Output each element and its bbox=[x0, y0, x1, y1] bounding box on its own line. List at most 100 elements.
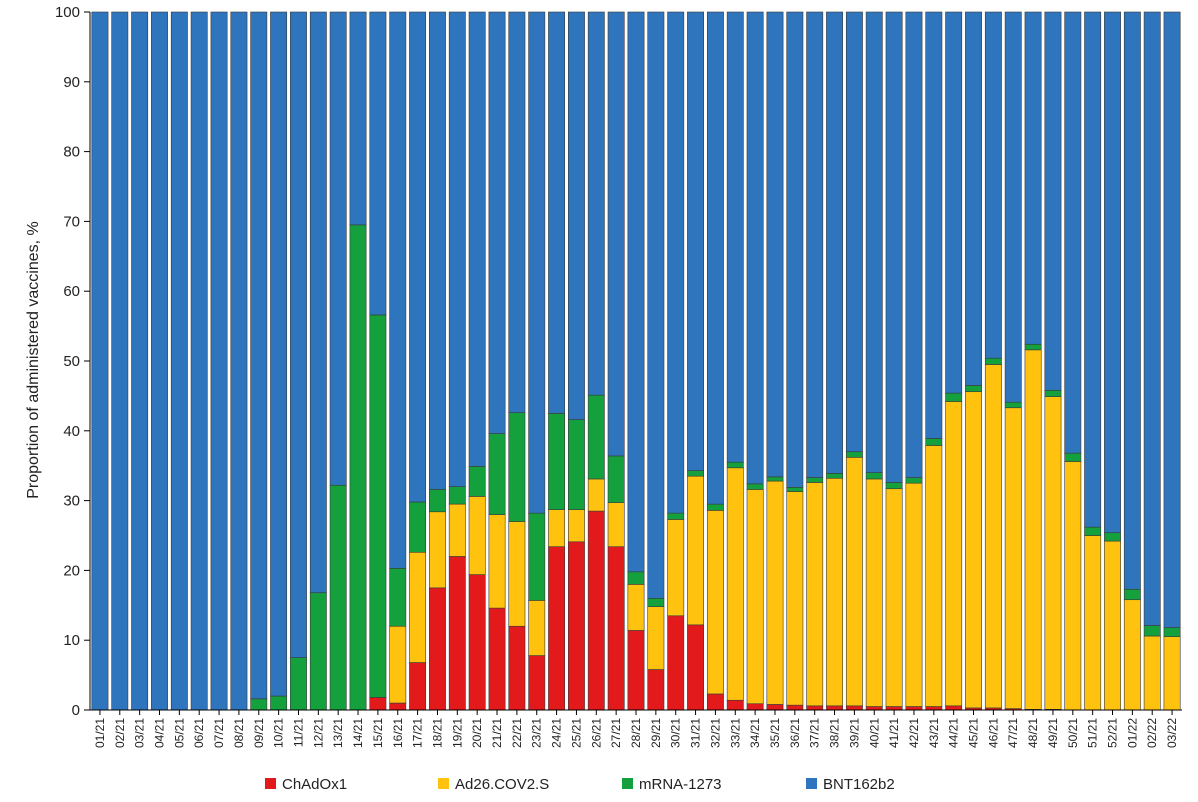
bar-segment-ad26-cov2-s bbox=[806, 482, 824, 707]
bar-segment-mrna-1273 bbox=[270, 695, 288, 711]
bar-segment-chadox1 bbox=[786, 704, 804, 711]
legend-label: Ad26.COV2.S bbox=[455, 776, 549, 793]
bar-segment-bnt162b2 bbox=[131, 11, 149, 711]
x-tick-label: 24/21 bbox=[550, 718, 564, 748]
x-tick-label: 12/21 bbox=[311, 718, 325, 748]
x-tick-label: 36/21 bbox=[788, 718, 802, 748]
bar-segment-bnt162b2 bbox=[1104, 11, 1121, 534]
x-tick-label: 41/21 bbox=[887, 718, 901, 748]
bar-segment-ad26-cov2-s bbox=[429, 511, 446, 589]
x-tick-label: 34/21 bbox=[748, 718, 762, 748]
y-tick-label: 40 bbox=[63, 423, 80, 440]
y-tick-label: 30 bbox=[63, 493, 80, 510]
bar-segment-ad26-cov2-s bbox=[567, 509, 585, 543]
bar-segment-ad26-cov2-s bbox=[627, 584, 645, 631]
bar-segment-bnt162b2 bbox=[905, 11, 923, 478]
bar-segment-mrna-1273 bbox=[468, 466, 486, 497]
x-tick-label: 01/22 bbox=[1125, 718, 1139, 748]
bar-segment-bnt162b2 bbox=[965, 11, 982, 386]
bar-segment-bnt162b2 bbox=[329, 11, 347, 486]
x-tick-label: 06/21 bbox=[192, 718, 206, 748]
x-tick-label: 49/21 bbox=[1046, 718, 1060, 748]
bar-segment-bnt162b2 bbox=[309, 11, 327, 594]
bar-segment-mrna-1273 bbox=[706, 503, 724, 511]
bar-segment-mrna-1273 bbox=[309, 592, 327, 711]
y-tick-label: 0 bbox=[72, 702, 80, 719]
bar-segment-chadox1 bbox=[429, 587, 446, 711]
bar-segment-ad26-cov2-s bbox=[984, 364, 1002, 709]
bar-segment-mrna-1273 bbox=[1024, 343, 1042, 351]
x-tick-label: 26/21 bbox=[589, 718, 603, 748]
bar-segment-ad26-cov2-s bbox=[508, 521, 526, 627]
bar-segment-bnt162b2 bbox=[1123, 11, 1141, 590]
x-tick-label: 43/21 bbox=[927, 718, 941, 748]
bar-segment-chadox1 bbox=[766, 704, 784, 711]
bar-segment-ad26-cov2-s bbox=[845, 457, 863, 707]
bar-segment-bnt162b2 bbox=[1163, 11, 1181, 628]
y-tick-label: 10 bbox=[63, 632, 80, 649]
bar-segment-bnt162b2 bbox=[587, 11, 605, 396]
bar-segment-chadox1 bbox=[647, 669, 665, 711]
x-tick-label: 28/21 bbox=[629, 718, 643, 748]
bar-segment-bnt162b2 bbox=[786, 11, 804, 488]
bar-segment-bnt162b2 bbox=[1004, 11, 1022, 403]
y-axis-title: Proportion of administered vaccines, % bbox=[25, 221, 42, 498]
x-tick-label: 14/21 bbox=[351, 718, 365, 748]
bar-segment-mrna-1273 bbox=[1123, 588, 1141, 601]
y-tick-label: 80 bbox=[63, 144, 80, 161]
bars bbox=[91, 11, 1181, 711]
bar-segment-bnt162b2 bbox=[290, 11, 307, 658]
bar-segment-ad26-cov2-s bbox=[488, 514, 506, 609]
bar-segment-bnt162b2 bbox=[429, 11, 446, 490]
bar-segment-bnt162b2 bbox=[151, 11, 168, 711]
bar-segment-chadox1 bbox=[468, 574, 486, 711]
bar-segment-bnt162b2 bbox=[627, 11, 645, 573]
bar-segment-chadox1 bbox=[746, 703, 764, 711]
x-tick-label: 44/21 bbox=[947, 718, 961, 748]
bar-segment-ad26-cov2-s bbox=[528, 600, 546, 656]
bar-segment-ad26-cov2-s bbox=[706, 510, 724, 695]
bar-segment-bnt162b2 bbox=[210, 11, 228, 711]
bar-segment-bnt162b2 bbox=[766, 11, 784, 478]
x-tick-label: 38/21 bbox=[828, 718, 842, 748]
bar-segment-mrna-1273 bbox=[250, 698, 268, 711]
legend: ChAdOx1 Ad26.COV2.S mRNA-1273 BNT162b2 bbox=[265, 776, 895, 793]
legend-item-chadox1: ChAdOx1 bbox=[265, 776, 347, 793]
bar-segment-ad26-cov2-s bbox=[925, 445, 943, 707]
bar-segment-ad26-cov2-s bbox=[1143, 635, 1161, 711]
bar-segment-mrna-1273 bbox=[409, 501, 427, 553]
bar-segment-bnt162b2 bbox=[448, 11, 466, 487]
bar-segment-mrna-1273 bbox=[647, 598, 665, 608]
bar-segment-mrna-1273 bbox=[349, 224, 367, 711]
x-tick-label: 03/21 bbox=[133, 718, 147, 748]
y-tick-label: 100 bbox=[55, 4, 80, 21]
x-tick-label: 10/21 bbox=[272, 718, 286, 748]
bar-segment-bnt162b2 bbox=[865, 11, 883, 473]
bar-segment-ad26-cov2-s bbox=[826, 477, 843, 707]
x-tick-label: 31/21 bbox=[689, 718, 703, 748]
bar-segment-bnt162b2 bbox=[826, 11, 843, 474]
bar-segment-ad26-cov2-s bbox=[746, 489, 764, 705]
bar-segment-chadox1 bbox=[687, 624, 704, 711]
bar-segment-chadox1 bbox=[826, 705, 843, 711]
bar-segment-mrna-1273 bbox=[290, 657, 307, 711]
bar-segment-bnt162b2 bbox=[250, 11, 268, 700]
bar-segment-bnt162b2 bbox=[925, 11, 943, 439]
bar-segment-mrna-1273 bbox=[548, 413, 566, 510]
bar-segment-bnt162b2 bbox=[528, 11, 546, 514]
bar-segment-chadox1 bbox=[369, 697, 387, 711]
bar-segment-bnt162b2 bbox=[845, 11, 863, 453]
bar-segment-bnt162b2 bbox=[1064, 11, 1082, 454]
bar-segment-mrna-1273 bbox=[508, 412, 526, 522]
x-tick-label: 09/21 bbox=[252, 718, 266, 748]
x-tick-label: 02/22 bbox=[1145, 718, 1159, 748]
x-tick-label: 52/21 bbox=[1106, 718, 1120, 748]
bar-segment-chadox1 bbox=[409, 662, 427, 711]
x-axis: 01/21 02/21 03/21 04/21 05/21 06/21 07/21 08/21… bbox=[90, 709, 1182, 748]
bar-segment-bnt162b2 bbox=[984, 11, 1002, 359]
bar-segment-ad26-cov2-s bbox=[607, 502, 625, 547]
bar-segment-bnt162b2 bbox=[91, 11, 109, 711]
bar-segment-bnt162b2 bbox=[468, 11, 486, 467]
bar-segment-bnt162b2 bbox=[945, 11, 963, 394]
bar-segment-mrna-1273 bbox=[905, 477, 923, 484]
